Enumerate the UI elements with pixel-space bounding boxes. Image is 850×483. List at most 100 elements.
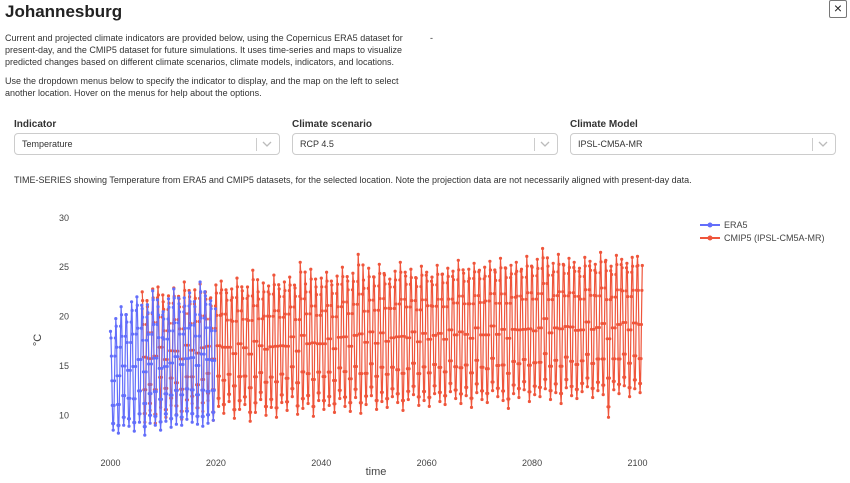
data-point-cmip5[interactable] — [267, 314, 272, 318]
data-point-cmip5[interactable] — [381, 365, 385, 369]
data-point-era5[interactable] — [149, 362, 153, 366]
data-point-cmip5[interactable] — [583, 255, 587, 259]
data-point-cmip5[interactable] — [217, 374, 221, 378]
data-point-cmip5[interactable] — [283, 289, 287, 293]
data-point-era5[interactable] — [203, 290, 207, 294]
data-point-cmip5[interactable] — [441, 305, 445, 309]
data-point-cmip5[interactable] — [498, 301, 502, 305]
data-point-cmip5[interactable] — [446, 266, 450, 270]
data-point-cmip5[interactable] — [319, 293, 323, 297]
data-point-cmip5[interactable] — [424, 298, 428, 302]
data-point-cmip5[interactable] — [476, 358, 480, 362]
data-point-cmip5[interactable] — [524, 275, 529, 279]
model-dropdown[interactable]: IPSL-CM5A-MR — [570, 133, 836, 155]
data-point-cmip5[interactable] — [251, 268, 255, 272]
data-point-cmip5[interactable] — [628, 361, 633, 365]
data-point-cmip5[interactable] — [562, 271, 566, 276]
data-point-era5[interactable] — [172, 287, 176, 291]
data-point-cmip5[interactable] — [638, 381, 643, 386]
data-point-cmip5[interactable] — [587, 288, 591, 292]
data-point-era5[interactable] — [188, 323, 193, 327]
data-point-cmip5[interactable] — [209, 296, 213, 300]
data-point-cmip5[interactable] — [583, 264, 587, 268]
data-point-cmip5[interactable] — [312, 404, 316, 409]
data-point-cmip5[interactable] — [622, 384, 626, 388]
data-point-cmip5[interactable] — [293, 286, 297, 290]
data-point-cmip5[interactable] — [389, 306, 393, 311]
data-point-cmip5[interactable] — [277, 287, 281, 291]
data-point-cmip5[interactable] — [294, 349, 298, 353]
data-point-cmip5[interactable] — [452, 301, 456, 305]
data-point-cmip5[interactable] — [521, 327, 525, 331]
data-point-cmip5[interactable] — [314, 277, 318, 281]
data-point-cmip5[interactable] — [405, 336, 409, 340]
data-point-cmip5[interactable] — [573, 328, 578, 332]
data-point-cmip5[interactable] — [572, 260, 576, 264]
data-point-cmip5[interactable] — [464, 394, 468, 398]
data-point-cmip5[interactable] — [505, 301, 509, 305]
data-point-cmip5[interactable] — [297, 318, 301, 322]
data-point-cmip5[interactable] — [417, 395, 421, 399]
data-point-cmip5[interactable] — [313, 304, 317, 308]
data-point-era5[interactable] — [175, 413, 179, 417]
data-point-era5[interactable] — [197, 334, 201, 338]
data-point-cmip5[interactable] — [288, 275, 292, 279]
data-point-cmip5[interactable] — [401, 398, 405, 403]
data-point-cmip5[interactable] — [239, 309, 243, 313]
data-point-cmip5[interactable] — [375, 398, 379, 403]
chart-legend[interactable]: ERA5 CMIP5 (IPSL-CM5A-MR) — [700, 220, 825, 243]
data-point-cmip5[interactable] — [394, 302, 398, 306]
data-point-cmip5[interactable] — [247, 352, 251, 356]
data-point-era5[interactable] — [127, 424, 131, 428]
data-point-cmip5[interactable] — [166, 294, 171, 298]
data-point-cmip5[interactable] — [414, 276, 418, 280]
data-point-cmip5[interactable] — [321, 342, 325, 346]
data-point-cmip5[interactable] — [623, 352, 627, 356]
data-point-cmip5[interactable] — [373, 341, 377, 345]
data-point-era5[interactable] — [125, 320, 129, 324]
data-point-cmip5[interactable] — [465, 332, 470, 336]
data-point-cmip5[interactable] — [487, 299, 491, 303]
data-point-cmip5[interactable] — [280, 400, 284, 405]
data-point-cmip5[interactable] — [505, 336, 509, 340]
data-point-cmip5[interactable] — [458, 330, 462, 334]
data-point-era5[interactable] — [181, 393, 185, 397]
data-point-cmip5[interactable] — [422, 398, 426, 403]
data-point-cmip5[interactable] — [438, 399, 442, 404]
data-point-era5[interactable] — [155, 356, 159, 360]
data-point-cmip5[interactable] — [520, 297, 525, 301]
data-point-cmip5[interactable] — [372, 275, 376, 279]
data-point-cmip5[interactable] — [517, 386, 521, 391]
data-point-cmip5[interactable] — [182, 280, 186, 284]
data-point-cmip5[interactable] — [499, 292, 503, 296]
data-point-cmip5[interactable] — [498, 278, 502, 283]
data-point-cmip5[interactable] — [344, 335, 348, 339]
data-point-cmip5[interactable] — [555, 326, 559, 330]
data-point-era5[interactable] — [194, 363, 198, 368]
data-point-cmip5[interactable] — [275, 406, 279, 410]
data-point-cmip5[interactable] — [510, 327, 514, 331]
data-point-cmip5[interactable] — [570, 384, 574, 388]
data-point-cmip5[interactable] — [365, 371, 369, 375]
data-point-cmip5[interactable] — [530, 265, 534, 269]
data-point-era5[interactable] — [144, 370, 148, 374]
data-point-cmip5[interactable] — [427, 404, 431, 408]
data-point-cmip5[interactable] — [626, 295, 630, 299]
data-point-cmip5[interactable] — [546, 264, 550, 268]
data-point-era5[interactable] — [129, 340, 133, 345]
data-point-cmip5[interactable] — [341, 300, 345, 304]
data-point-cmip5[interactable] — [509, 272, 513, 276]
data-point-cmip5[interactable] — [501, 398, 505, 403]
data-point-cmip5[interactable] — [480, 397, 484, 402]
data-point-cmip5[interactable] — [332, 410, 337, 414]
data-point-cmip5[interactable] — [579, 328, 583, 332]
data-point-cmip5[interactable] — [554, 382, 558, 386]
data-point-cmip5[interactable] — [183, 288, 187, 293]
data-point-cmip5[interactable] — [600, 321, 604, 326]
data-point-cmip5[interactable] — [236, 309, 240, 313]
data-point-cmip5[interactable] — [442, 337, 446, 341]
data-point-cmip5[interactable] — [526, 327, 530, 331]
data-point-cmip5[interactable] — [591, 395, 595, 400]
data-point-cmip5[interactable] — [282, 280, 286, 284]
data-point-cmip5[interactable] — [307, 393, 311, 398]
